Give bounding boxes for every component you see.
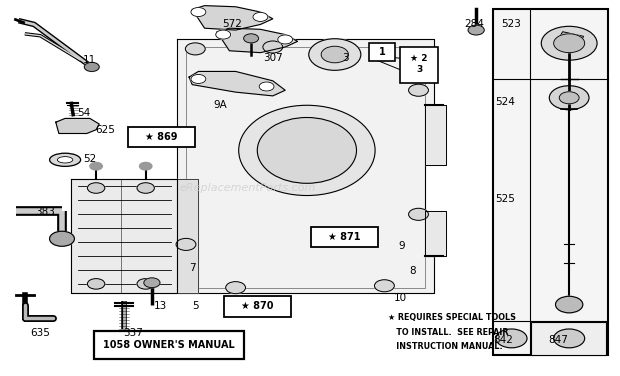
Text: 8: 8 bbox=[409, 267, 415, 276]
Ellipse shape bbox=[239, 105, 375, 196]
FancyBboxPatch shape bbox=[128, 127, 195, 147]
Text: 10: 10 bbox=[393, 293, 407, 303]
Circle shape bbox=[244, 34, 259, 43]
Circle shape bbox=[541, 26, 597, 60]
Text: 5: 5 bbox=[192, 302, 198, 311]
Text: 337: 337 bbox=[123, 328, 143, 338]
Text: 847: 847 bbox=[548, 335, 568, 345]
Circle shape bbox=[309, 39, 361, 70]
Text: 1: 1 bbox=[379, 47, 385, 57]
Polygon shape bbox=[425, 211, 446, 256]
Circle shape bbox=[137, 183, 154, 193]
Circle shape bbox=[90, 162, 102, 170]
Bar bbox=[400, 47, 438, 83]
Ellipse shape bbox=[50, 153, 81, 167]
Polygon shape bbox=[177, 39, 434, 293]
Text: 3: 3 bbox=[343, 53, 349, 63]
FancyBboxPatch shape bbox=[94, 331, 244, 359]
Text: 525: 525 bbox=[495, 194, 515, 204]
Circle shape bbox=[321, 46, 348, 63]
Text: 524: 524 bbox=[495, 97, 515, 106]
Circle shape bbox=[559, 92, 579, 104]
Circle shape bbox=[216, 30, 231, 39]
Text: 9: 9 bbox=[399, 241, 405, 251]
Text: 11: 11 bbox=[83, 55, 97, 65]
Text: eReplacementParts.com: eReplacementParts.com bbox=[180, 183, 316, 193]
Circle shape bbox=[278, 35, 293, 44]
Circle shape bbox=[409, 208, 428, 220]
Text: 383: 383 bbox=[35, 208, 55, 217]
Text: ★ REQUIRES SPECIAL TOOLS: ★ REQUIRES SPECIAL TOOLS bbox=[388, 313, 515, 322]
Text: TO INSTALL.  SEE REPAIR: TO INSTALL. SEE REPAIR bbox=[388, 327, 508, 337]
Ellipse shape bbox=[257, 117, 356, 183]
Text: 284: 284 bbox=[464, 20, 484, 29]
Bar bbox=[493, 9, 608, 355]
Circle shape bbox=[191, 74, 206, 83]
Circle shape bbox=[87, 183, 105, 193]
Bar bbox=[531, 322, 606, 355]
Circle shape bbox=[554, 34, 585, 53]
Text: 1058 OWNER'S MANUAL: 1058 OWNER'S MANUAL bbox=[103, 340, 234, 350]
Polygon shape bbox=[71, 179, 177, 293]
Text: ★ 869: ★ 869 bbox=[145, 132, 177, 142]
Polygon shape bbox=[189, 71, 285, 96]
Text: 13: 13 bbox=[153, 302, 167, 311]
Text: 9A: 9A bbox=[213, 100, 227, 109]
Polygon shape bbox=[425, 105, 446, 165]
Circle shape bbox=[468, 25, 484, 35]
Polygon shape bbox=[177, 179, 198, 293]
Circle shape bbox=[137, 279, 154, 289]
Text: 7: 7 bbox=[189, 263, 195, 273]
Circle shape bbox=[140, 162, 152, 170]
FancyBboxPatch shape bbox=[311, 227, 378, 247]
Circle shape bbox=[549, 86, 589, 110]
Text: INSTRUCTION MANUAL.: INSTRUCTION MANUAL. bbox=[388, 342, 502, 351]
Circle shape bbox=[226, 282, 246, 294]
Text: 625: 625 bbox=[95, 125, 115, 135]
Polygon shape bbox=[217, 28, 298, 53]
Circle shape bbox=[50, 231, 74, 246]
Text: 52: 52 bbox=[83, 154, 97, 164]
Circle shape bbox=[263, 41, 283, 53]
Polygon shape bbox=[192, 6, 273, 30]
Circle shape bbox=[374, 280, 394, 292]
Circle shape bbox=[259, 82, 274, 91]
Circle shape bbox=[556, 296, 583, 313]
Bar bbox=[558, 32, 583, 44]
Ellipse shape bbox=[57, 157, 73, 163]
Text: ★ 2: ★ 2 bbox=[410, 54, 428, 63]
Circle shape bbox=[84, 62, 99, 71]
Circle shape bbox=[253, 12, 268, 21]
Text: 842: 842 bbox=[494, 335, 513, 345]
Bar bbox=[369, 43, 395, 61]
Circle shape bbox=[191, 8, 206, 17]
Text: 572: 572 bbox=[223, 20, 242, 29]
Text: ★ 871: ★ 871 bbox=[328, 232, 360, 242]
Circle shape bbox=[496, 329, 527, 348]
Text: 523: 523 bbox=[502, 20, 521, 29]
Text: ★ 870: ★ 870 bbox=[241, 302, 273, 311]
Text: 307: 307 bbox=[263, 53, 283, 63]
Circle shape bbox=[409, 84, 428, 96]
Circle shape bbox=[176, 238, 196, 250]
Text: 54: 54 bbox=[77, 108, 91, 118]
Circle shape bbox=[374, 45, 394, 57]
Text: 3: 3 bbox=[416, 65, 422, 74]
Text: 635: 635 bbox=[30, 328, 50, 338]
Circle shape bbox=[554, 329, 585, 348]
Circle shape bbox=[185, 43, 205, 55]
FancyBboxPatch shape bbox=[224, 296, 291, 317]
Circle shape bbox=[87, 279, 105, 289]
Polygon shape bbox=[56, 118, 99, 133]
Circle shape bbox=[144, 278, 160, 288]
